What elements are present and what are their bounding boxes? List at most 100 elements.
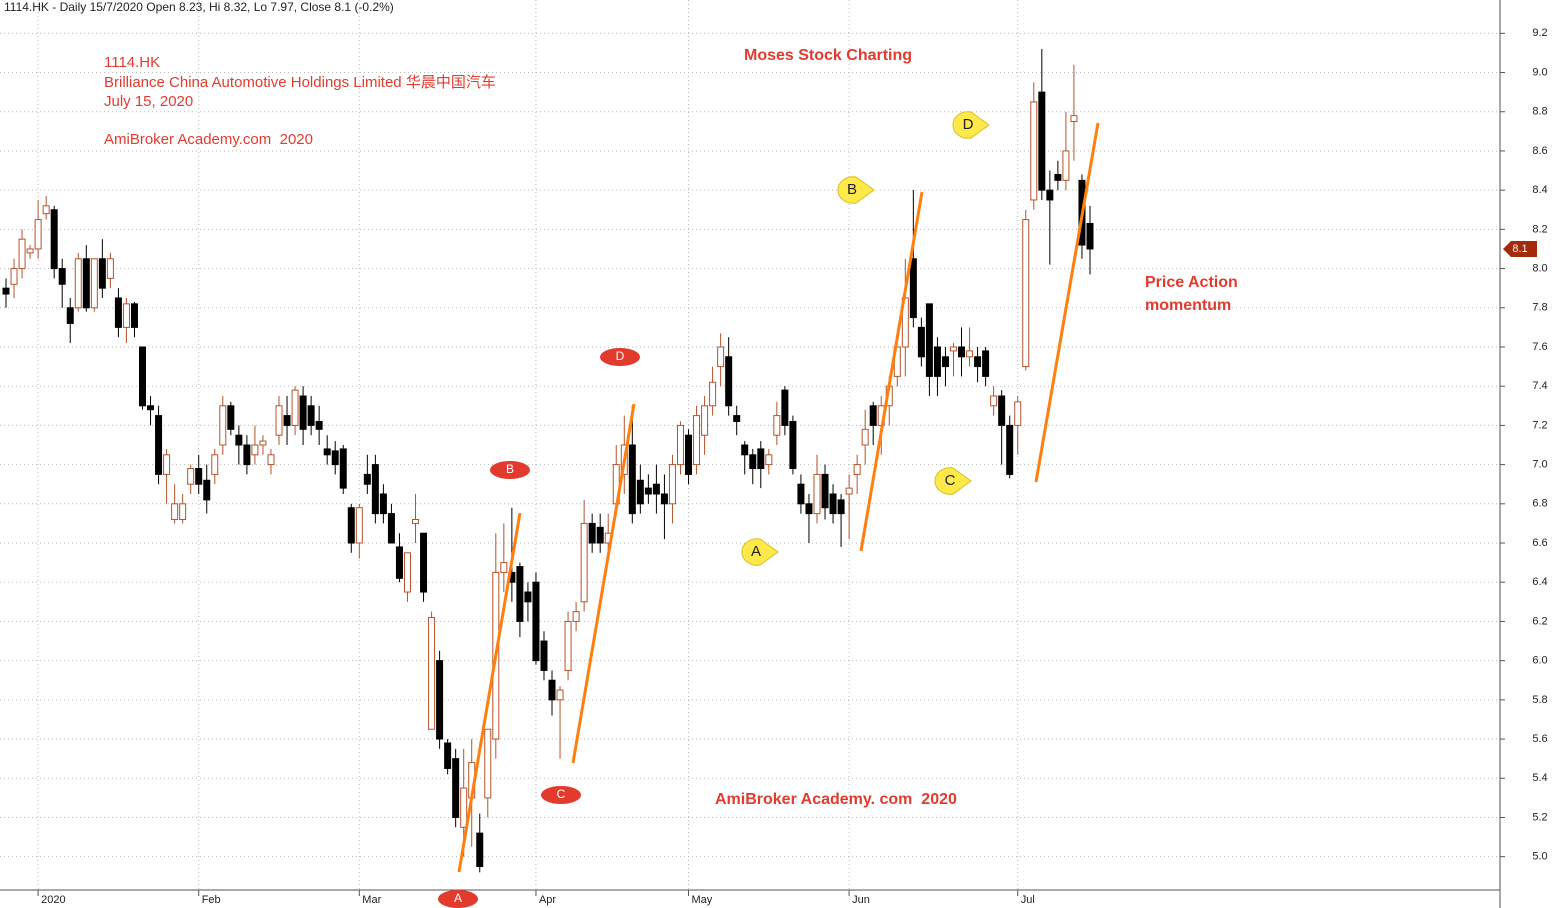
candle-body bbox=[363, 473, 371, 485]
y-tick-label: 6.4 bbox=[1532, 576, 1547, 588]
candle-body bbox=[299, 395, 307, 430]
candle-body bbox=[331, 450, 339, 466]
candle-body bbox=[227, 405, 235, 430]
candle-body bbox=[725, 356, 733, 407]
candle-body bbox=[90, 258, 98, 309]
x-tick-label: May bbox=[692, 894, 713, 906]
candle-body bbox=[58, 268, 66, 285]
candle-body bbox=[275, 405, 283, 436]
candle-body bbox=[572, 611, 580, 622]
candle-body bbox=[139, 346, 147, 407]
candle-body bbox=[636, 479, 644, 505]
callout bbox=[934, 467, 972, 495]
candle-body bbox=[387, 513, 395, 544]
candle-body bbox=[741, 444, 749, 456]
candle-body bbox=[516, 566, 524, 622]
candle-body bbox=[500, 562, 508, 573]
candle-body bbox=[668, 464, 676, 505]
candle-body bbox=[966, 350, 974, 358]
candle-body bbox=[428, 617, 436, 730]
annotation: AmiBroker Academy. com 2020 bbox=[715, 791, 957, 808]
candle-body bbox=[251, 444, 259, 456]
y-tick-label: 8.0 bbox=[1532, 262, 1547, 274]
candle-body bbox=[765, 454, 773, 466]
candle-body bbox=[379, 493, 387, 515]
candle-body bbox=[909, 258, 917, 319]
annotation: Brilliance China Automotive Holdings Lim… bbox=[104, 74, 496, 91]
x-tick-label: Mar bbox=[362, 894, 381, 906]
candle-body bbox=[676, 424, 684, 466]
candle-body bbox=[26, 248, 34, 254]
candle-body bbox=[974, 356, 982, 368]
candle-body bbox=[195, 468, 203, 485]
candle-body bbox=[98, 258, 106, 289]
candle-body bbox=[283, 415, 291, 426]
y-tick-label: 8.4 bbox=[1532, 184, 1547, 196]
callout-label: D bbox=[963, 116, 974, 133]
candle-body bbox=[187, 468, 195, 485]
candle-body bbox=[941, 356, 949, 368]
candle-body bbox=[147, 405, 155, 411]
last-price-label: 8.1 bbox=[1512, 243, 1527, 255]
annotation: 1114.HK bbox=[104, 54, 160, 71]
candle-body bbox=[1046, 189, 1054, 201]
candle-body bbox=[869, 405, 877, 426]
y-tick-label: 8.2 bbox=[1532, 223, 1547, 235]
candle-body bbox=[917, 326, 925, 358]
candle-body bbox=[452, 758, 460, 818]
candle-body bbox=[797, 483, 805, 505]
candle-body bbox=[339, 448, 347, 489]
candle-body bbox=[476, 832, 484, 867]
trend-line bbox=[1034, 122, 1100, 483]
y-tick-label: 6.0 bbox=[1532, 655, 1547, 667]
x-tick-label: Jun bbox=[852, 894, 870, 906]
candle-body bbox=[556, 689, 564, 701]
candle-body bbox=[444, 742, 452, 769]
candle-body bbox=[829, 493, 837, 515]
candle-body bbox=[861, 428, 869, 446]
marker-label: C bbox=[557, 787, 566, 801]
candle-body bbox=[693, 415, 701, 466]
callout bbox=[837, 176, 875, 204]
trend-line bbox=[457, 512, 522, 873]
candle-body bbox=[532, 581, 540, 662]
candle-body bbox=[420, 532, 428, 593]
candle-body bbox=[219, 405, 227, 446]
trend-line bbox=[571, 403, 636, 764]
candle-body bbox=[588, 522, 596, 544]
last-price-tag bbox=[1503, 240, 1537, 257]
candle-body bbox=[1022, 219, 1030, 368]
candle-body bbox=[259, 440, 267, 446]
annotation: Price Action bbox=[1145, 274, 1238, 291]
y-tick-label: 7.8 bbox=[1532, 302, 1547, 314]
marker-label: D bbox=[616, 349, 625, 363]
candle-body bbox=[403, 552, 411, 593]
y-tick-label: 5.0 bbox=[1532, 851, 1547, 863]
candle-body bbox=[211, 454, 219, 475]
candle-body bbox=[412, 518, 420, 524]
candle-body bbox=[524, 591, 532, 603]
candle-body bbox=[998, 395, 1006, 426]
candle-body bbox=[243, 444, 251, 466]
x-tick-label: Apr bbox=[539, 894, 556, 906]
candle-body bbox=[709, 381, 717, 407]
candle-body bbox=[660, 493, 668, 505]
candle-body bbox=[395, 546, 403, 579]
annotation: momentum bbox=[1145, 297, 1231, 314]
annotation: Moses Stock Charting bbox=[744, 47, 912, 64]
candle-body bbox=[484, 728, 492, 799]
candle-body bbox=[813, 473, 821, 515]
candle-body bbox=[548, 679, 556, 701]
candle-body bbox=[757, 448, 765, 470]
x-tick-label: Jul bbox=[1021, 894, 1035, 906]
candle-body bbox=[596, 526, 604, 544]
candle-body bbox=[789, 420, 797, 470]
candle-body bbox=[291, 389, 299, 426]
candle-body bbox=[10, 268, 18, 285]
y-tick-label: 7.2 bbox=[1532, 419, 1547, 431]
candle-body bbox=[949, 346, 957, 352]
marker-label: B bbox=[506, 462, 514, 476]
candle-body bbox=[837, 499, 845, 515]
y-tick-label: 5.8 bbox=[1532, 694, 1547, 706]
candle-body bbox=[307, 405, 315, 426]
